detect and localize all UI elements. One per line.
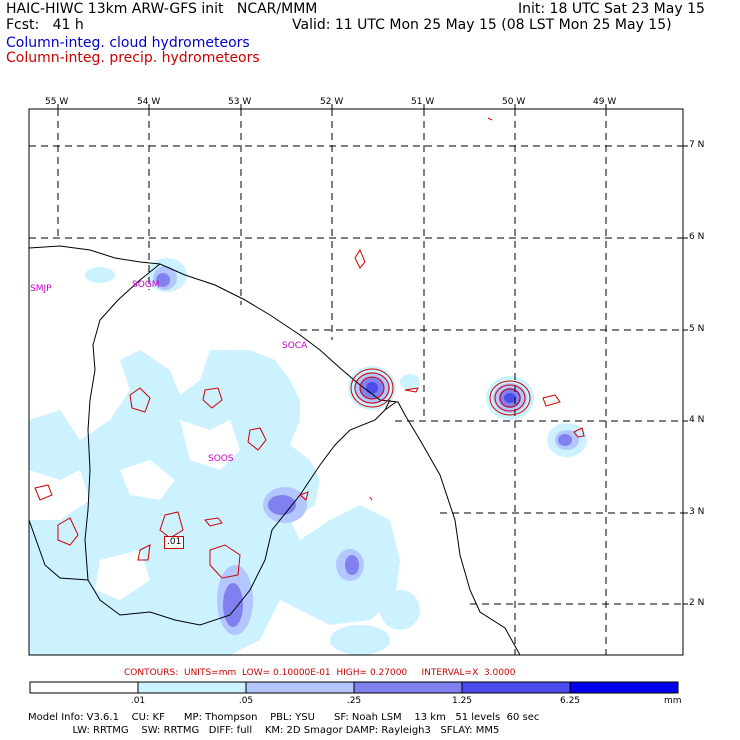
precip-legend-title: Column-integ. precip. hydrometeors [6,50,260,66]
model-info-line2: LW: RRTMG SW: RRTMG DIFF: full KM: 2D Sm… [28,725,500,736]
scale-unit: mm [664,696,682,706]
lon-label-51w: 51 W [411,97,435,107]
color-scale [29,681,679,694]
axis-ticks [57,104,688,605]
model-info-line1: Model Info: V3.6.1 CU: KF MP: Thompson P… [28,712,540,723]
scale-label-2: .05 [238,696,254,706]
scale-label-5: 6.25 [559,696,581,706]
lat-label-6n: 6 N [689,232,705,242]
model-title: HAIC-HIWC 13km ARW-GFS init NCAR/MMM [6,1,318,17]
init-time: Init: 18 UTC Sat 23 May 15 [518,1,705,17]
station-soos: SOOS [208,454,234,464]
station-smjp: SMJP [30,284,52,294]
lon-label-52w: 52 W [320,97,344,107]
cloud-fill-core [366,382,516,403]
lon-label-49w: 49 W [593,97,617,107]
lon-label-53w: 53 W [228,97,252,107]
scale-label-4: 1.25 [451,696,473,706]
lon-label-50w: 50 W [502,97,526,107]
lat-lon-grid [29,109,683,655]
station-sogm: SOGM [132,280,160,290]
valid-time: Valid: 11 UTC Mon 25 May 15 (08 LST Mon … [292,17,672,33]
lat-label-2n: 2 N [689,598,705,608]
contour-value-label: .01 [164,536,185,549]
cloud-fill-light [29,258,587,655]
lat-label-5n: 5 N [689,324,705,334]
lat-label-3n: 3 N [689,507,705,517]
coastline [29,245,521,655]
scale-label-1: .01 [130,696,146,706]
contour-info: CONTOURS: UNITS=mm LOW= 0.10000E-01 HIGH… [124,668,516,678]
station-soca: SOCA [282,341,308,351]
forecast-hour: Fcst: 41 h [6,17,84,33]
lat-label-7n: 7 N [689,140,705,150]
lon-label-54w: 54 W [137,97,161,107]
precip-contours [34,117,585,579]
lat-label-4n: 4 N [689,415,705,425]
cloud-legend-title: Column-integ. cloud hydrometeors [6,35,250,51]
lon-label-55w: 55 W [45,97,69,107]
scale-label-3: .25 [346,696,362,706]
map-frame [28,108,684,656]
